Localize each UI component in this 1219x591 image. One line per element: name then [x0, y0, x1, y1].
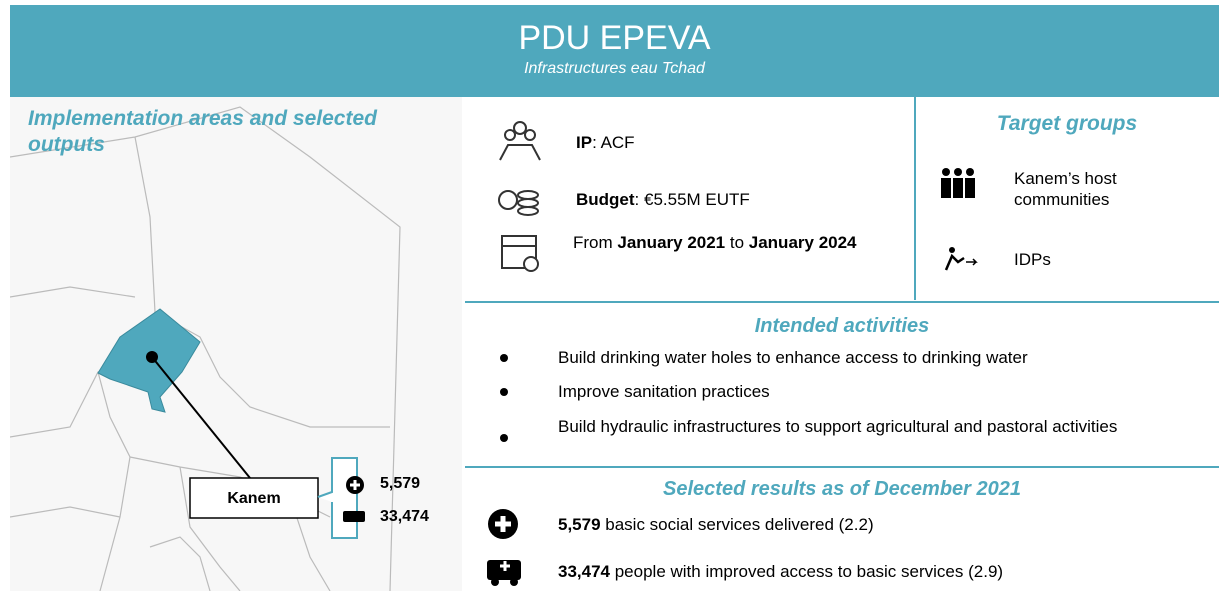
ip-label: IP [576, 133, 593, 152]
bullet [500, 354, 508, 362]
bullet [500, 388, 508, 396]
map [10, 97, 462, 591]
target-item: IDPs [1014, 250, 1051, 269]
result-number: 5,579 [558, 515, 601, 534]
activity: Improve sanitation practices [558, 382, 770, 401]
result: 33,474 people with improved access to ba… [558, 562, 1003, 582]
result: 5,579 basic social services delivered (2… [558, 515, 874, 535]
output-value: 33,474 [380, 508, 429, 525]
budget-text: : €5.55M EUTF [634, 190, 750, 209]
header: PDU EPEVA Infrastructures eau Tchad [10, 5, 1219, 97]
budget: Budget: €5.55M EUTF [576, 190, 750, 210]
map-title: Implementation areas and selected output… [28, 107, 377, 156]
bullet [500, 434, 508, 442]
dates-to: to [725, 233, 749, 252]
results-title: Selected results as of December 2021 [663, 478, 1021, 500]
subtitle: Infrastructures eau Tchad [524, 60, 705, 77]
activity: Build drinking water holes to enhance ac… [558, 348, 1028, 367]
dates-start: January 2021 [617, 233, 726, 252]
result-text: basic social services delivered (2.2) [600, 515, 874, 534]
output-value: 5,579 [380, 475, 421, 492]
budget-label: Budget [576, 190, 635, 209]
dates-from: From [573, 233, 618, 252]
result-number: 33,474 [558, 562, 610, 581]
target-title: Target groups [996, 112, 1138, 135]
dates: From January 2021 to January 2024 [573, 232, 893, 253]
ip: IP: ACF [576, 133, 635, 153]
ip-text: : ACF [592, 133, 635, 152]
result-text: people with improved access to basic ser… [610, 562, 1004, 581]
region-label: Kanem [227, 490, 281, 507]
target-item: Kanem’s host communities [1014, 169, 1117, 209]
dates-end: January 2024 [748, 233, 857, 252]
activity: Build hydraulic infrastructures to suppo… [558, 417, 1118, 436]
activities-title: Intended activities [754, 315, 930, 337]
title: PDU EPEVA [518, 19, 711, 57]
